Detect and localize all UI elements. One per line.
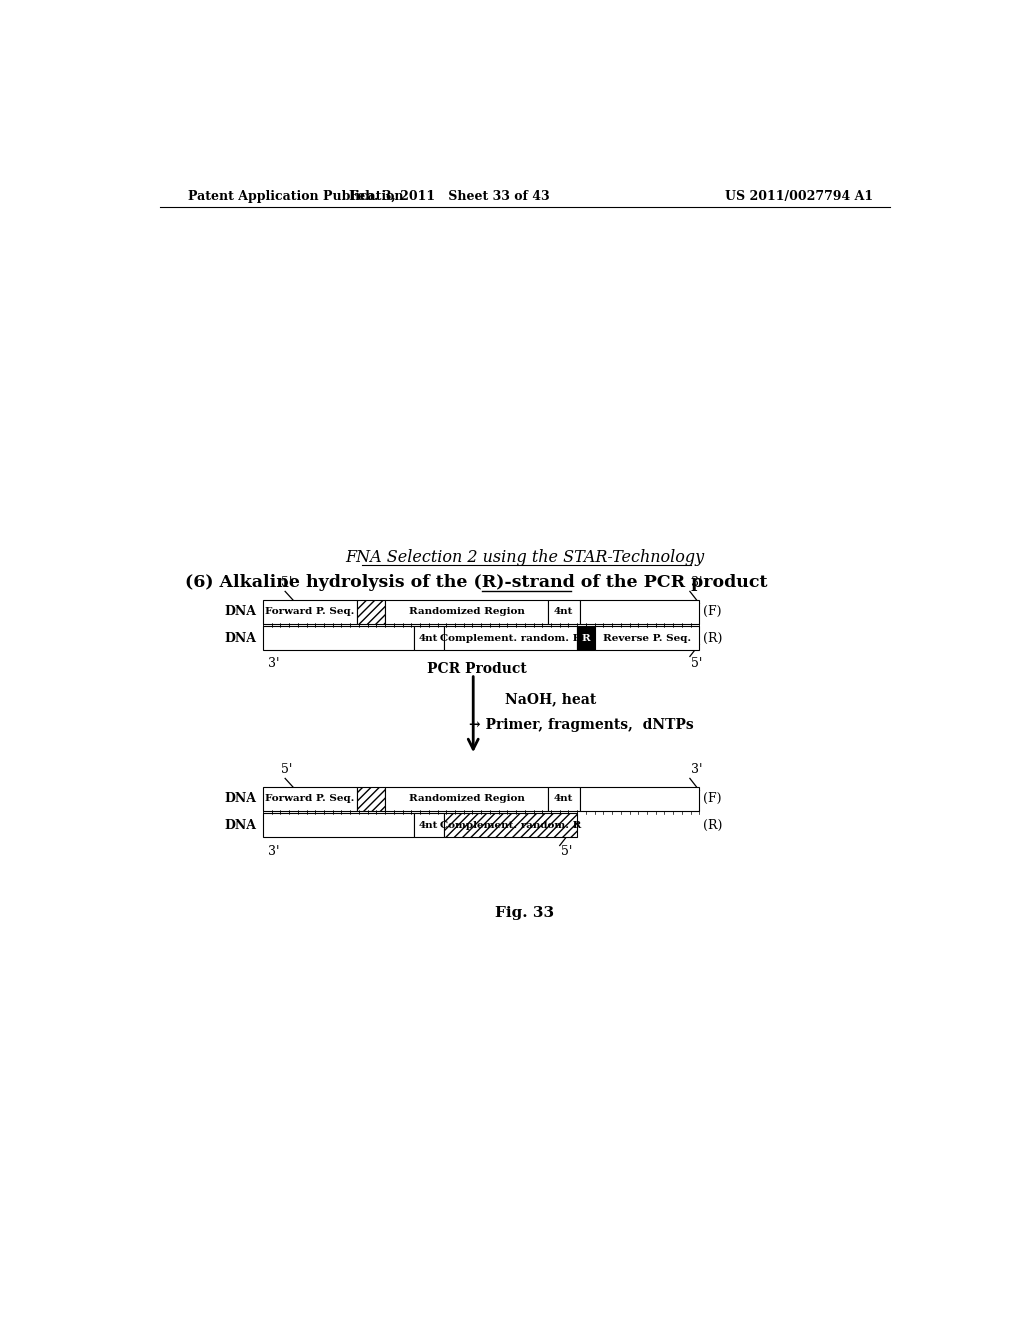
Text: 4nt: 4nt [554,607,573,616]
Bar [385,787,548,810]
Text: Forward P. Seq.: Forward P. Seq. [265,795,354,804]
Text: PCR Product: PCR Product [427,661,527,676]
Bar [548,787,580,810]
Text: Reverse P. Seq.: Reverse P. Seq. [603,634,691,643]
Text: US 2011/0027794 A1: US 2011/0027794 A1 [725,190,872,202]
Text: 5': 5' [691,657,702,671]
Bar [595,626,699,651]
Bar [414,813,443,837]
Text: 4nt: 4nt [419,821,438,830]
Text: FNA Selection 2 using the STAR-Technology: FNA Selection 2 using the STAR-Technolog… [345,549,705,566]
Bar [356,787,385,810]
Text: (R): (R) [702,818,722,832]
Text: 5': 5' [282,577,293,589]
Text: 3': 3' [691,763,702,776]
Text: Complement. random. R: Complement. random. R [440,634,582,643]
Bar [580,599,699,624]
Bar [263,787,356,810]
Text: (F): (F) [702,792,721,805]
Text: Complement. random. R: Complement. random. R [440,821,582,830]
Bar [385,599,548,624]
Bar [578,626,595,651]
Text: (6) Alkaline hydrolysis of the (R)-strand of the PCR product: (6) Alkaline hydrolysis of the (R)-stran… [185,574,768,591]
Bar [580,787,699,810]
Text: 4nt: 4nt [554,795,573,804]
Text: Patent Application Publication: Patent Application Publication [187,190,403,202]
Text: Feb. 3, 2011   Sheet 33 of 43: Feb. 3, 2011 Sheet 33 of 43 [349,190,550,202]
Text: 5': 5' [282,763,293,776]
Text: Forward P. Seq.: Forward P. Seq. [265,607,354,616]
Text: Randomized Region: Randomized Region [409,607,524,616]
Text: 3': 3' [691,577,702,589]
Text: 3': 3' [268,846,280,858]
Text: 4nt: 4nt [419,634,438,643]
Text: R: R [582,634,590,643]
Text: (R): (R) [702,632,722,644]
Text: DNA: DNA [224,605,257,618]
Bar [443,626,578,651]
Text: DNA: DNA [224,818,257,832]
Bar [263,813,414,837]
Text: NaOH, heat: NaOH, heat [505,692,596,706]
Bar [443,813,578,837]
Bar [263,626,414,651]
Text: → Primer, fragments,  dNTPs: → Primer, fragments, dNTPs [469,718,694,731]
Text: DNA: DNA [224,792,257,805]
Text: Randomized Region: Randomized Region [409,795,524,804]
Bar [263,599,356,624]
Text: DNA: DNA [224,632,257,644]
Bar [548,599,580,624]
Text: (F): (F) [702,605,721,618]
Text: 5': 5' [561,846,572,858]
Bar [356,599,385,624]
Text: Fig. 33: Fig. 33 [496,906,554,920]
Text: 3': 3' [268,657,280,671]
Bar [414,626,443,651]
